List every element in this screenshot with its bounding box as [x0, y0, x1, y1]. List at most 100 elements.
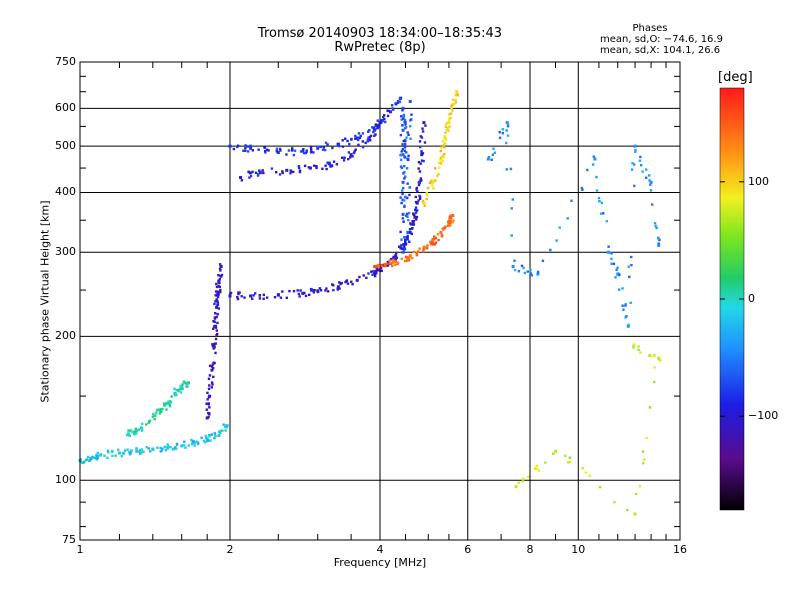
echo-speckle [195, 440, 199, 443]
echo-speckle [164, 403, 167, 406]
data-points [78, 90, 662, 516]
echo-speckle [399, 165, 403, 168]
echo-speckle [405, 136, 408, 139]
echo-speckle [309, 146, 313, 149]
data-point [431, 180, 435, 184]
echo-speckle [304, 294, 308, 298]
echo-speckle [417, 250, 420, 253]
echo-speckle [401, 109, 404, 112]
echo-speckle [441, 139, 445, 143]
echo-speckle [346, 282, 350, 285]
echo-speckle [128, 453, 132, 456]
echo-speckle [187, 444, 190, 447]
echo-speckle [211, 383, 214, 386]
echo-speckle [408, 240, 411, 243]
echo-speckle [404, 126, 408, 129]
echo-speckle [568, 456, 572, 459]
echo-speckle [207, 415, 210, 419]
echo-speckle [145, 446, 148, 449]
echo-speckle [299, 289, 302, 292]
echo-speckle [607, 245, 610, 248]
echo-speckle [391, 107, 394, 110]
echo-speckle [212, 366, 215, 370]
data-point [228, 294, 232, 298]
echo-speckle [440, 146, 443, 149]
echo-speckle [133, 430, 136, 433]
echo-speckle [629, 301, 632, 304]
echo-speckle [212, 375, 215, 379]
echo-speckle [454, 101, 458, 104]
echo-speckle [420, 159, 424, 162]
echo-speckle [425, 192, 428, 195]
echo-speckle [382, 114, 386, 117]
trace-group [486, 121, 661, 328]
echo-speckle [213, 325, 216, 328]
echo-speckle [278, 173, 282, 176]
echo-speckle [652, 354, 656, 357]
echo-speckle [88, 459, 92, 462]
echo-speckle [449, 216, 452, 219]
echo-speckle [93, 456, 97, 460]
echo-speckle [403, 149, 407, 153]
echo-speckle [402, 115, 406, 118]
y-tick-label: 200 [55, 329, 76, 343]
echo-speckle [95, 458, 99, 461]
data-point [553, 449, 557, 453]
echo-speckle [407, 154, 410, 157]
echo-speckle [371, 273, 374, 276]
echo-speckle [381, 119, 385, 123]
echo-speckle [216, 301, 219, 304]
echo-speckle [404, 195, 407, 199]
trace-group [78, 423, 229, 465]
echo-speckle [205, 402, 208, 405]
echo-speckle [216, 321, 219, 325]
echo-speckle [305, 149, 308, 152]
echo-speckle [431, 243, 434, 246]
echo-speckle [387, 261, 391, 265]
echo-speckle [399, 133, 403, 137]
echo-speckle [415, 209, 419, 212]
echo-speckle [448, 125, 451, 128]
echo-speckle [217, 274, 220, 277]
colorbar-tick-label: 0 [748, 292, 755, 305]
echo-speckle [376, 267, 379, 270]
echo-speckle [400, 257, 404, 261]
echo-speckle [169, 445, 172, 449]
echo-speckle [450, 107, 453, 111]
echo-speckle [391, 257, 395, 260]
echo-speckle [386, 262, 390, 265]
data-point [228, 144, 232, 148]
echo-speckle [415, 253, 419, 257]
echo-speckle [166, 447, 169, 450]
echo-speckle [648, 179, 651, 182]
echo-speckle [137, 450, 141, 453]
x-tick-label: 4 [376, 543, 384, 556]
echo-speckle [420, 151, 423, 155]
echo-speckle [214, 337, 218, 341]
echo-speckle [91, 455, 94, 459]
data-point [349, 153, 353, 157]
y-tick-label: 750 [55, 55, 76, 68]
echo-speckle [243, 296, 246, 299]
echo-speckle [456, 93, 459, 97]
echo-speckle [219, 288, 222, 292]
data-point [383, 262, 387, 266]
axis-ticks [80, 62, 680, 540]
echo-speckle [103, 454, 106, 457]
echo-speckle [432, 235, 436, 238]
echo-speckle [394, 102, 397, 105]
echo-speckle [206, 439, 209, 443]
echo-speckle [431, 238, 434, 241]
echo-speckle [275, 150, 278, 153]
echo-speckle [114, 454, 117, 457]
echo-speckle [237, 292, 240, 296]
echo-speckle [316, 145, 320, 149]
x-tick-label: 10 [571, 543, 586, 556]
echo-speckle [634, 148, 637, 152]
echo-speckle [215, 282, 218, 286]
echo-speckle [563, 454, 567, 458]
data-point [514, 485, 518, 489]
echo-speckle [207, 403, 210, 406]
echo-speckle [424, 124, 427, 127]
echo-speckle [312, 164, 316, 167]
